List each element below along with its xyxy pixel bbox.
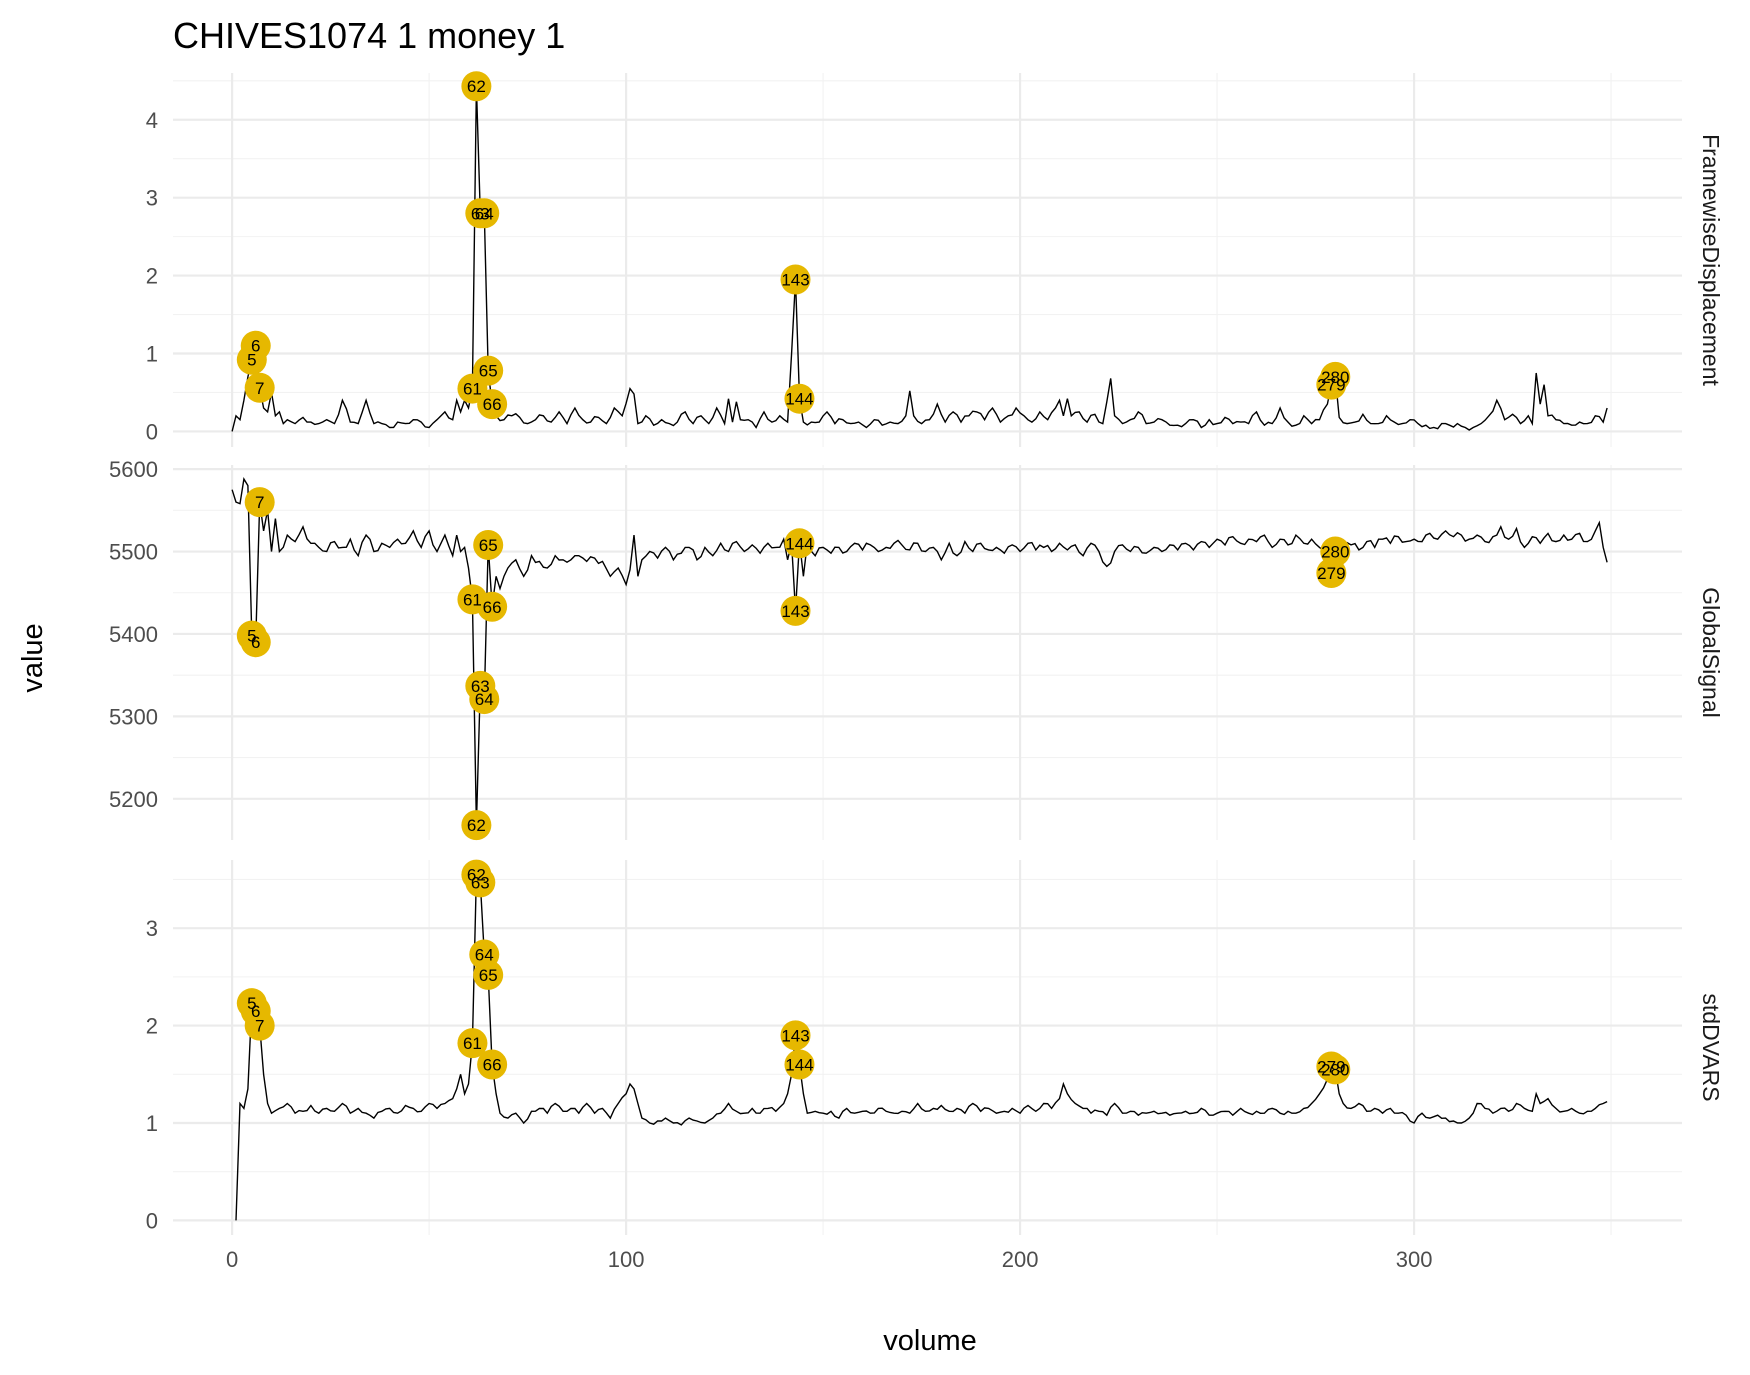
flagged-point-label: 7 [255, 379, 264, 398]
flagged-point [465, 867, 496, 898]
y-tick-label: 5300 [109, 704, 158, 729]
flagged-point-label: 144 [785, 534, 813, 553]
flagged-point-label: 143 [781, 1026, 809, 1045]
flagged-point [477, 1049, 508, 1080]
flagged-point [473, 959, 504, 990]
flagged-point [780, 1020, 811, 1051]
flagged-point [473, 355, 504, 386]
x-tick-label: 200 [1002, 1247, 1039, 1272]
flagged-point-label: 5 [247, 994, 256, 1013]
flagged-point-label: 66 [483, 395, 502, 414]
facet-strip-label: FramewiseDisplacement [1698, 134, 1724, 386]
y-axis-title: value [17, 623, 49, 692]
flagged-point [240, 627, 271, 658]
flagged-point-label: 7 [255, 1017, 264, 1036]
flagged-point-label: 61 [463, 590, 482, 609]
flagged-point-label: 6 [251, 337, 260, 356]
flagged-point-label: 280 [1321, 543, 1349, 562]
y-tick-label: 0 [146, 1208, 158, 1233]
y-tick-label: 2 [146, 1014, 158, 1039]
flagged-point-label: 62 [467, 77, 486, 96]
flagged-point [1320, 361, 1351, 392]
flagged-point-label: 280 [1321, 1060, 1349, 1079]
flagged-point [240, 330, 271, 361]
flagged-point [473, 529, 504, 560]
facet-strip-label: stdDVARS [1698, 993, 1724, 1101]
flagged-point-label: 64 [475, 945, 494, 964]
flagged-point-label: 66 [483, 1056, 502, 1075]
series-line-stdDVARS [235, 874, 1608, 1221]
flagged-point [461, 71, 492, 102]
flagged-point [477, 591, 508, 622]
x-tick-label: 300 [1396, 1247, 1433, 1272]
x-axis: 0 100 200 300 [226, 1247, 1432, 1272]
y-tick-label: 5500 [109, 540, 158, 565]
flagged-point-label: 279 [1317, 564, 1345, 583]
flagged-point [469, 198, 500, 229]
y-tick-label: 5200 [109, 787, 158, 812]
flagged-point-label: 65 [479, 966, 498, 985]
flagged-point [457, 1028, 488, 1059]
flagged-point-label: 7 [255, 493, 264, 512]
flagged-point-label: 279 [1317, 376, 1345, 395]
chart-title: CHIVES1074 1 money 1 [173, 15, 565, 56]
flagged-point [1320, 536, 1351, 567]
flagged-point [461, 810, 492, 841]
x-axis-title: volume [883, 1325, 977, 1357]
x-tick-label: 100 [608, 1247, 645, 1272]
flagged-point [780, 595, 811, 626]
series-line-GlobalSignal [231, 477, 1608, 826]
flagged-point-label: 64 [475, 690, 494, 709]
y-tick-label: 5400 [109, 622, 158, 647]
flagged-point-label: 62 [467, 866, 486, 885]
flagged-point-label: 5 [247, 627, 256, 646]
flagged-point-label: 63 [471, 204, 490, 223]
flagged-point [784, 528, 815, 559]
flagged-point-label: 61 [463, 380, 482, 399]
flagged-point [244, 1010, 275, 1041]
flagged-point [784, 383, 815, 414]
flagged-point-label: 280 [1321, 368, 1349, 387]
flagged-point-label: 61 [463, 1034, 482, 1053]
flagged-point [244, 487, 275, 518]
flagged-point-label: 143 [781, 270, 809, 289]
flagged-point-label: 66 [483, 598, 502, 617]
flagged-point-label: 144 [785, 1056, 813, 1075]
y-tick-label: 5600 [109, 457, 158, 482]
y-tick-label: 3 [146, 916, 158, 941]
y-tick-label: 1 [146, 342, 158, 367]
flagged-point-label: 62 [467, 816, 486, 835]
y-tick-label: 4 [146, 108, 158, 133]
y-tick-label: 2 [146, 264, 158, 289]
flagged-point [784, 1049, 815, 1080]
flagged-point [1320, 1054, 1351, 1085]
flagged-point-label: 6 [251, 633, 260, 652]
flagged-point [469, 684, 500, 715]
flagged-point-label: 63 [471, 677, 490, 696]
flagged-point-label: 143 [781, 602, 809, 621]
flagged-point-label: 63 [471, 873, 490, 892]
flagged-point-label: 65 [479, 362, 498, 381]
flagged-point-label: 5 [247, 351, 256, 370]
flagged-point [477, 389, 508, 420]
flagged-point [780, 264, 811, 295]
x-tick-label: 0 [226, 1247, 238, 1272]
facet-strip-label: GlobalSignal [1698, 587, 1724, 717]
y-tick-label: 3 [146, 186, 158, 211]
y-tick-label: 0 [146, 419, 158, 444]
flagged-point-label: 6 [251, 1002, 260, 1021]
facet-GlobalSignal: 5200 5300 5400 5500 5600 GlobalSignal 56 7 61 62 6… [109, 457, 1724, 841]
flagged-point-label: 144 [785, 390, 813, 409]
flagged-point-label: 64 [475, 204, 494, 223]
flagged-point-label: 65 [479, 536, 498, 555]
y-tick-label: 1 [146, 1111, 158, 1136]
flagged-point [244, 372, 275, 403]
series-line-FramewiseDisplacement [231, 86, 1608, 432]
flagged-point-label: 279 [1317, 1057, 1345, 1076]
